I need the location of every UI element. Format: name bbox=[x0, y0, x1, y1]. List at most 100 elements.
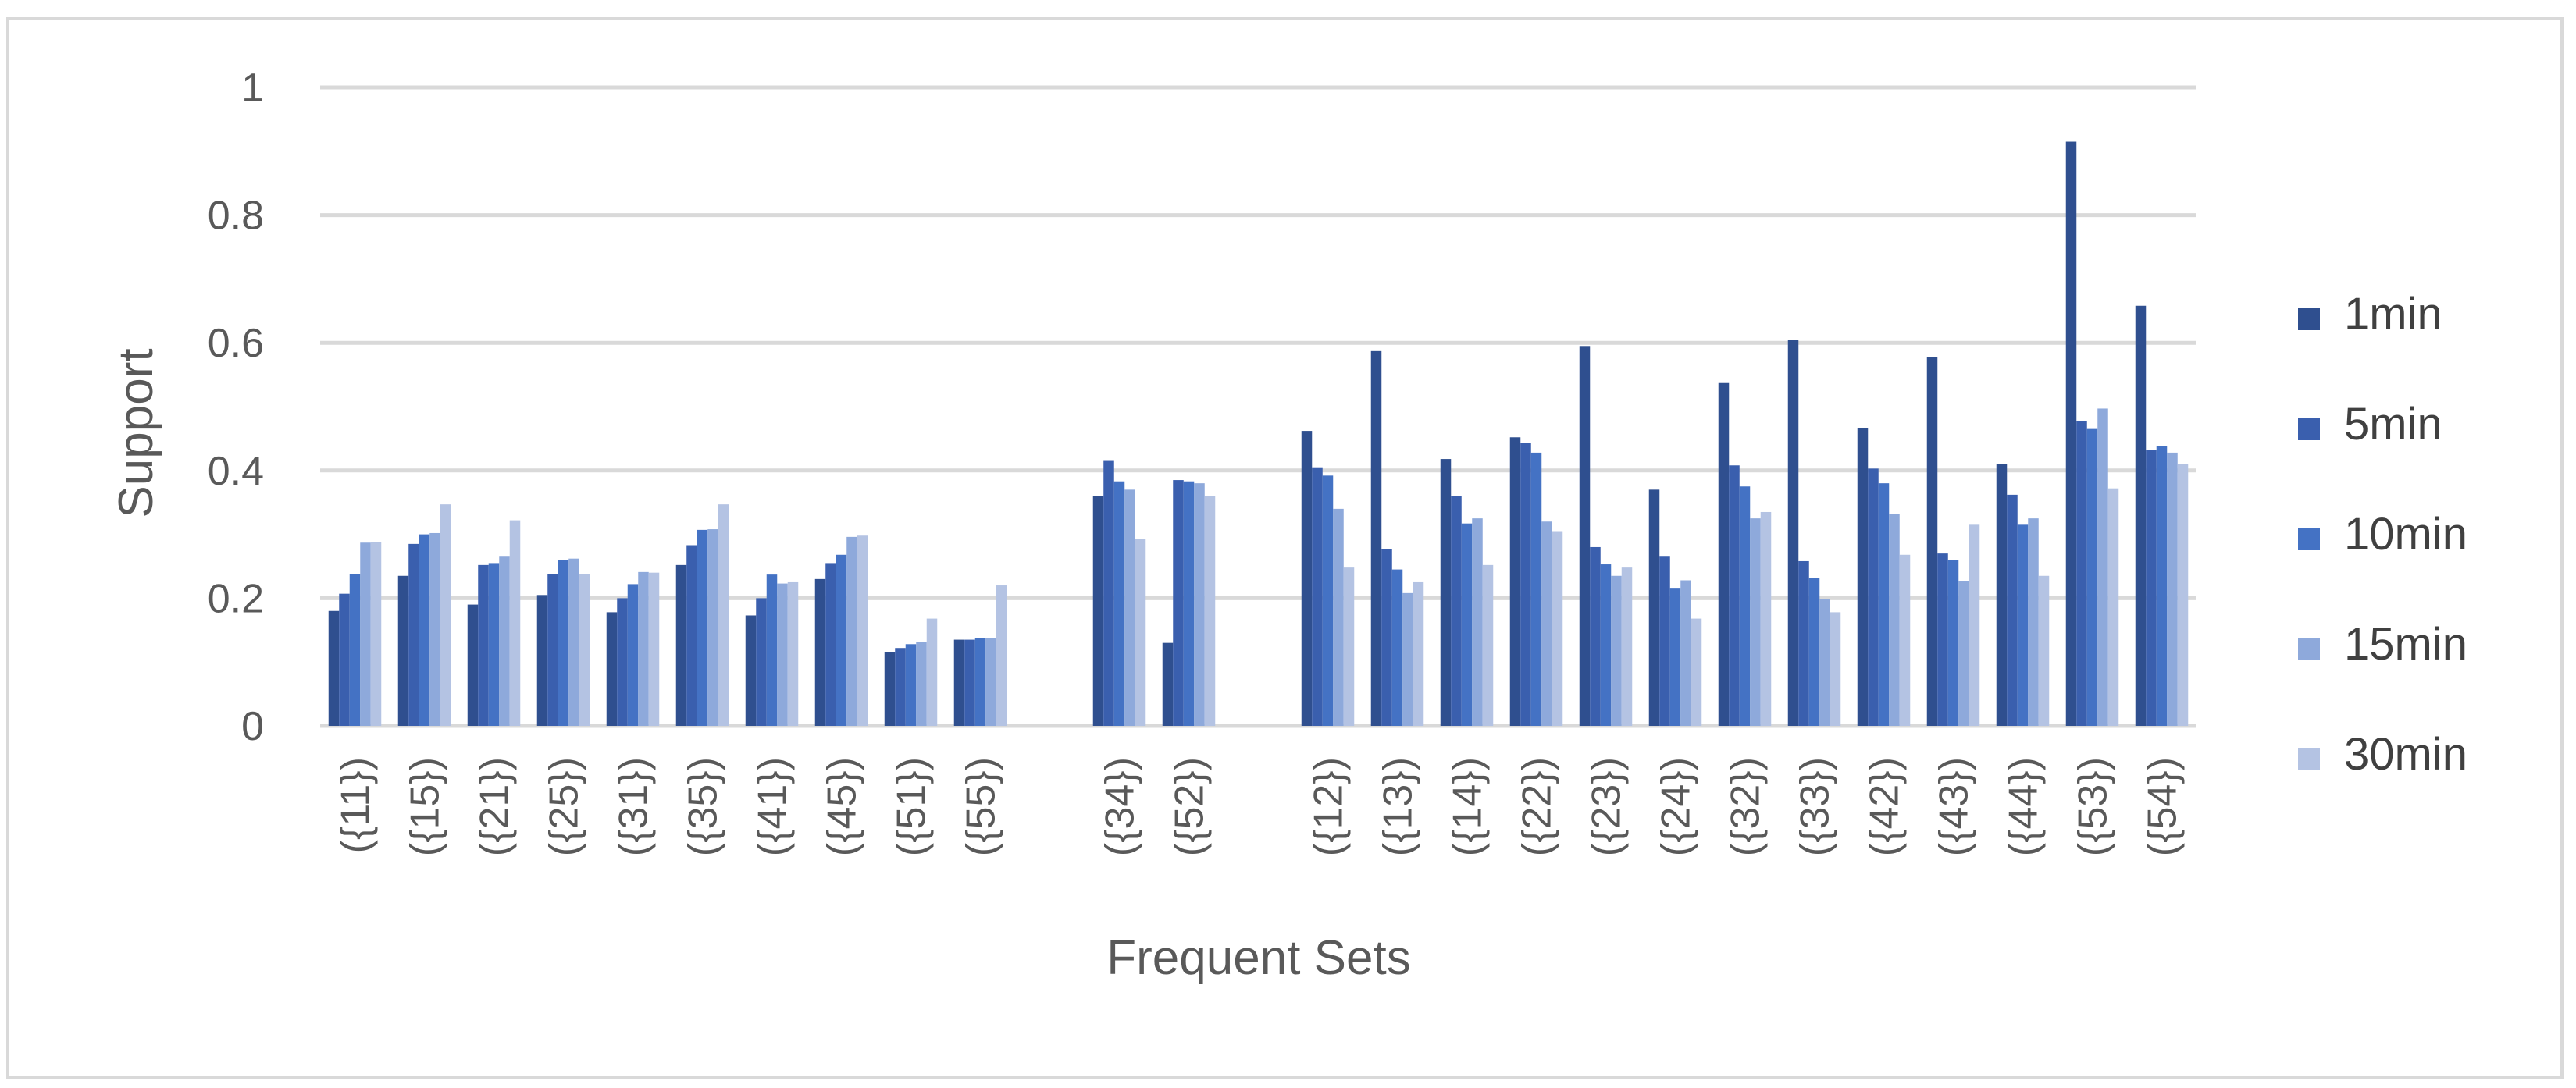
y-tick-label: 0.8 bbox=[208, 194, 264, 239]
bar-10min-22 bbox=[2017, 524, 2029, 726]
bar-10min-15 bbox=[1530, 452, 1542, 726]
x-axis-title: Frequent Sets bbox=[1106, 931, 1410, 985]
x-tick-label: ({44}) bbox=[2001, 757, 2047, 856]
bar-30min-8 bbox=[926, 618, 938, 726]
bar-15min-5 bbox=[707, 529, 718, 726]
bar-30min-23 bbox=[2107, 488, 2119, 726]
x-tick-label: ({31}) bbox=[611, 757, 657, 856]
bar-1min-4 bbox=[606, 612, 618, 726]
bar-15min-21 bbox=[1958, 581, 1969, 726]
bar-5min-9 bbox=[964, 639, 975, 726]
gridlines bbox=[320, 85, 2196, 728]
x-tick-label: ({22}) bbox=[1515, 757, 1560, 856]
bar-5min-20 bbox=[1868, 468, 1879, 726]
bar-1min-5 bbox=[675, 564, 687, 726]
bar-10min-9 bbox=[974, 638, 986, 726]
bar-10min-19 bbox=[1808, 578, 1820, 726]
bar-5min-5 bbox=[686, 545, 697, 726]
x-tick-label: ({12}) bbox=[1306, 757, 1352, 856]
x-tick-label: ({14}) bbox=[1445, 757, 1491, 856]
x-tick-label: ({21}) bbox=[472, 757, 518, 856]
bar-5min-24 bbox=[2146, 450, 2157, 726]
bar-15min-17 bbox=[1680, 580, 1691, 726]
bar-15min-14 bbox=[1472, 518, 1483, 726]
bar-5min-0 bbox=[339, 593, 350, 726]
bar-1min-1 bbox=[397, 575, 409, 726]
bar-15min-9 bbox=[985, 638, 996, 726]
bar-15min-19 bbox=[1819, 599, 1830, 726]
bar-1min-20 bbox=[1857, 427, 1869, 726]
bar-30min-11 bbox=[1204, 496, 1216, 726]
bar-15min-1 bbox=[429, 532, 440, 726]
bar-10min-7 bbox=[836, 554, 847, 726]
bar-15min-10 bbox=[1124, 489, 1135, 726]
bar-1min-0 bbox=[328, 610, 340, 726]
bar-10min-16 bbox=[1600, 564, 1612, 726]
bar-1min-8 bbox=[884, 652, 896, 726]
bar-15min-8 bbox=[916, 642, 927, 726]
y-tick-labels: 0 0.2 0.4 0.6 0.8 1 bbox=[208, 66, 264, 749]
legend-label-5min: 5min bbox=[2344, 399, 2442, 450]
bar-10min-1 bbox=[419, 534, 430, 726]
bar-1min-21 bbox=[1926, 357, 1938, 726]
bar-5min-16 bbox=[1590, 546, 1601, 726]
bar-30min-6 bbox=[787, 581, 799, 726]
bar-30min-1 bbox=[440, 504, 451, 726]
bar-30min-5 bbox=[718, 504, 729, 726]
bar-10min-5 bbox=[697, 529, 708, 726]
bar-15min-6 bbox=[777, 583, 788, 726]
x-tick-label: ({34}) bbox=[1098, 757, 1143, 856]
y-axis-title: Support bbox=[109, 348, 163, 517]
bar-30min-0 bbox=[370, 542, 382, 726]
bar-10min-14 bbox=[1461, 523, 1473, 726]
bar-5min-7 bbox=[825, 563, 836, 726]
legend-label-15min: 15min bbox=[2344, 619, 2467, 670]
y-tick-label: 1 bbox=[241, 66, 264, 111]
legend-label-10min: 10min bbox=[2344, 509, 2467, 560]
bar-10min-23 bbox=[2086, 428, 2098, 726]
bar-30min-17 bbox=[1691, 618, 1702, 726]
x-tick-label: ({43}) bbox=[1932, 757, 1977, 856]
legend-label-1min: 1min bbox=[2344, 289, 2442, 340]
bar-10min-6 bbox=[766, 574, 778, 726]
x-tick-label: ({33}) bbox=[1793, 757, 1838, 856]
bar-10min-17 bbox=[1669, 588, 1681, 726]
x-tick-label: ({11}) bbox=[333, 757, 379, 853]
x-tick-labels: ({11}) ({15}) ({21}) ({25}) ({31}) ({35}) ({41… bbox=[333, 757, 2186, 856]
x-tick-label: ({35}) bbox=[681, 757, 726, 856]
bar-1min-22 bbox=[1996, 464, 2008, 726]
bar-1min-16 bbox=[1579, 346, 1591, 726]
bar-15min-2 bbox=[499, 556, 510, 726]
bar-30min-13 bbox=[1413, 581, 1424, 726]
bar-15min-23 bbox=[2097, 408, 2108, 726]
bar-1min-2 bbox=[467, 604, 479, 726]
bar-10min-4 bbox=[627, 584, 639, 726]
bar-1min-9 bbox=[953, 639, 965, 726]
bar-15min-24 bbox=[2167, 452, 2178, 726]
bar-5min-22 bbox=[2007, 494, 2018, 726]
bar-1min-6 bbox=[745, 615, 757, 726]
bar-5min-1 bbox=[408, 543, 419, 726]
bar-10min-12 bbox=[1322, 475, 1334, 726]
bar-15min-12 bbox=[1333, 508, 1344, 726]
bar-5min-14 bbox=[1451, 496, 1462, 726]
bar-1min-17 bbox=[1648, 489, 1660, 726]
y-tick-label: 0 bbox=[241, 704, 264, 749]
bar-1min-19 bbox=[1787, 340, 1799, 726]
bar-1min-23 bbox=[2065, 141, 2077, 726]
bar-10min-21 bbox=[1947, 560, 1959, 726]
bar-5min-2 bbox=[478, 564, 489, 726]
x-tick-label: ({32}) bbox=[1723, 757, 1769, 856]
bar-5min-6 bbox=[756, 598, 767, 726]
bar-5min-10 bbox=[1103, 460, 1114, 726]
bar-30min-14 bbox=[1482, 564, 1494, 726]
bar-15min-7 bbox=[846, 536, 857, 726]
bar-30min-12 bbox=[1343, 567, 1355, 726]
legend: 1min 5min 10min 15min 30min bbox=[2298, 289, 2467, 780]
bar-1min-14 bbox=[1440, 459, 1452, 726]
bar-30min-15 bbox=[1552, 531, 1563, 726]
bar-30min-18 bbox=[1760, 511, 1772, 726]
bar-1min-24 bbox=[2135, 305, 2147, 727]
x-tick-label: ({53}) bbox=[2071, 757, 2116, 856]
